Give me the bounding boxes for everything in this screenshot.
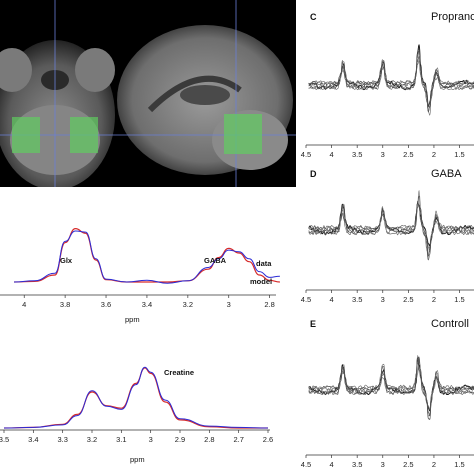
e-spectrum-6: [308, 356, 474, 411]
e-tick-label-2: 3.5: [352, 460, 362, 469]
gaba-tick-label-5: 3: [227, 300, 231, 309]
voxel-mask-left: [12, 117, 40, 153]
legend-model: model: [250, 277, 272, 286]
creatine-xlabel: ppm: [130, 455, 145, 464]
panel-c: C Proprano 4.5 4 3.5 3 2.5 2 1.5: [298, 0, 474, 160]
glx-label: Glx: [60, 256, 73, 265]
c-spectrum-1: [308, 50, 474, 112]
cr-tick-label-2: 3.3: [57, 435, 67, 444]
panel-c-chart: C Proprano 4.5 4 3.5 3 2.5 2 1.5: [301, 11, 474, 159]
d-tick-label-1: 4: [330, 295, 334, 304]
panel-e-chart: E Controll 4.5 4 3.5 3 2.5 2 1.5: [301, 318, 474, 469]
e-tick-label-5: 2: [432, 460, 436, 469]
panel-e: E Controll 4.5 4 3.5 3 2.5 2 1.5: [298, 305, 474, 474]
gaba-fit-panel: 4 3.8 3.6 3.4 3.2 3 2.8 Glx GABA data model pp…: [0, 200, 296, 330]
panel-c-title: Proprano: [431, 11, 474, 23]
c-tick-label-0: 4.5: [301, 150, 311, 159]
c-tick-label-5: 2: [432, 150, 436, 159]
cr-tick-label-6: 2.9: [175, 435, 185, 444]
cr-tick-label-5: 3: [149, 435, 153, 444]
cr-tick-label-4: 3.1: [116, 435, 126, 444]
c-tick-label-4: 2.5: [403, 150, 413, 159]
creatine-label: Creatine: [164, 368, 194, 377]
panel-e-title: Controll: [431, 318, 469, 330]
gaba-fit-chart: 4 3.8 3.6 3.4 3.2 3 2.8 Glx GABA data model pp…: [0, 227, 280, 324]
panel-d: D GABA 4.5 4 3.5 3 2.5 2 1.5: [298, 160, 474, 305]
panel-e-letter: E: [310, 319, 316, 329]
mri-svg: [0, 0, 296, 187]
gaba-tick-label-4: 3.2: [183, 300, 193, 309]
mri-image-panel: [0, 0, 296, 187]
panel-d-letter: D: [310, 169, 317, 179]
voxel-mask-right: [70, 117, 98, 153]
gaba-model-line: [13, 227, 280, 283]
gaba-tick-label-2: 3.6: [101, 300, 111, 309]
cr-tick-label-8: 2.7: [233, 435, 243, 444]
d-tick-label-0: 4.5: [301, 295, 311, 304]
creatine-fit-panel: 3.5 3.4 3.3 3.2 3.1 3 2.9 2.8 2.7 2.6 Creatine pp…: [0, 330, 296, 474]
d-spectrum-3: [308, 201, 474, 261]
c-tick-label-6: 1.5: [454, 150, 464, 159]
d-spectrum-6: [308, 195, 474, 257]
cr-tick-label-7: 2.8: [204, 435, 214, 444]
cr-tick-label-1: 3.4: [28, 435, 38, 444]
e-tick-label-4: 2.5: [403, 460, 413, 469]
gaba-tick-label-3: 3.4: [142, 300, 152, 309]
voxel-mask-sagittal: [224, 114, 262, 154]
c-tick-label-2: 3.5: [352, 150, 362, 159]
gaba-xlabel: ppm: [125, 315, 140, 324]
gaba-tick-label-6: 2.8: [264, 300, 274, 309]
creatine-fit-chart: 3.5 3.4 3.3 3.2 3.1 3 2.9 2.8 2.7 2.6 Creatine pp…: [0, 366, 273, 464]
gaba-data-line: [13, 230, 280, 284]
d-spectrum-1: [308, 200, 474, 251]
d-tick-label-4: 2.5: [403, 295, 413, 304]
gaba-label: GABA: [204, 256, 227, 265]
d-spectrum-2: [308, 202, 474, 261]
d-tick-label-3: 3: [381, 295, 385, 304]
panel-d-title: GABA: [431, 168, 462, 180]
sagittal-slice: [117, 0, 296, 187]
creatine-model-line: [3, 367, 268, 429]
e-tick-label-6: 1.5: [454, 460, 464, 469]
gaba-tick-label-1: 3.8: [60, 300, 70, 309]
e-spectrum-2: [308, 358, 474, 417]
c-spectrum-2: [308, 56, 474, 108]
d-spectrum-0: [308, 202, 474, 247]
c-tick-label-1: 4: [330, 150, 334, 159]
cr-tick-label-0: 3.5: [0, 435, 9, 444]
e-spectrum-0: [308, 357, 474, 412]
c-tick-label-3: 3: [381, 150, 385, 159]
e-tick-label-0: 4.5: [301, 460, 311, 469]
gaba-tick-label-0: 4: [22, 300, 26, 309]
axial-slice: [0, 0, 120, 187]
d-spectrum-5: [308, 190, 474, 253]
d-tick-label-6: 1.5: [454, 295, 464, 304]
c-spectrum-5: [308, 56, 474, 113]
d-tick-label-5: 2: [432, 295, 436, 304]
c-spectrum-6: [308, 48, 474, 107]
e-tick-label-1: 4: [330, 460, 334, 469]
cr-tick-label-3: 3.2: [87, 435, 97, 444]
e-tick-label-3: 3: [381, 460, 385, 469]
d-tick-label-2: 3.5: [352, 295, 362, 304]
legend-data: data: [256, 259, 272, 268]
panel-d-chart: D GABA 4.5 4 3.5 3 2.5 2 1.5: [301, 168, 474, 304]
c-spectrum-0: [308, 44, 474, 107]
panel-c-letter: C: [310, 12, 317, 22]
creatine-data-line: [3, 366, 269, 429]
e-spectrum-5: [308, 356, 474, 417]
cr-tick-label-9: 2.6: [263, 435, 273, 444]
